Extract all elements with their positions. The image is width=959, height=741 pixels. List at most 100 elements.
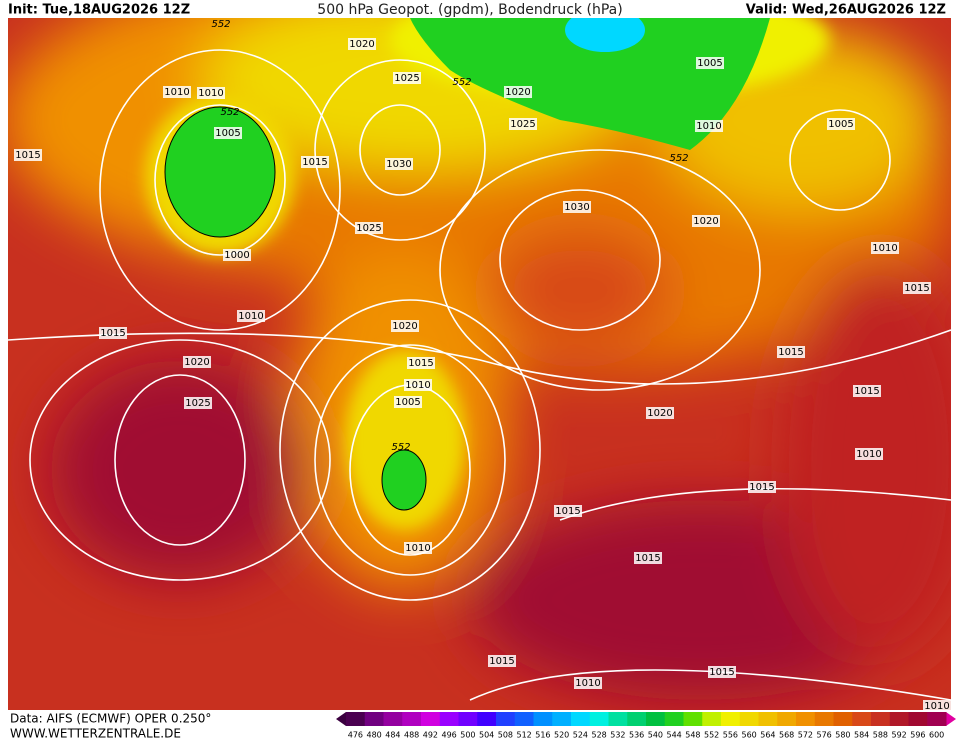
isobar-label-bg bbox=[509, 118, 537, 130]
colorbar-label: 500 bbox=[460, 731, 475, 740]
isobar-label-bg bbox=[855, 448, 883, 460]
isobar-label-bg bbox=[574, 677, 602, 689]
isobar-label-bg bbox=[163, 86, 191, 98]
isobar-label: 1030 bbox=[564, 202, 589, 213]
isobar-label-bg bbox=[692, 215, 720, 227]
isobar-label-bg bbox=[223, 249, 251, 261]
isobar-label-bg bbox=[394, 396, 422, 408]
isobar-label: 1010 bbox=[405, 543, 430, 554]
isobar-label: 1015 bbox=[489, 656, 514, 667]
isobar-label: 1015 bbox=[749, 482, 774, 493]
colorbar-label: 584 bbox=[854, 731, 869, 740]
colorbar-label: 588 bbox=[873, 731, 888, 740]
isobar-label: 1015 bbox=[904, 283, 929, 294]
isobar-label-bg bbox=[385, 158, 413, 170]
colorbar-swatch bbox=[346, 712, 366, 726]
colorbar-label: 572 bbox=[798, 731, 813, 740]
isobar-label-bg bbox=[391, 320, 419, 332]
isobar-label-bg bbox=[348, 38, 376, 50]
colorbar-label: 560 bbox=[741, 731, 756, 740]
geopotential-label: 552 bbox=[211, 19, 230, 30]
isobar-label: 1005 bbox=[395, 397, 420, 408]
data-source: Data: AIFS (ECMWF) OPER 0.250° bbox=[10, 712, 211, 726]
colorbar-swatch bbox=[796, 712, 816, 726]
isobar-label-bg bbox=[404, 542, 432, 554]
colorbar-arrow-right bbox=[946, 712, 956, 726]
isobar-label: 1015 bbox=[408, 358, 433, 369]
isobar-label: 1010 bbox=[696, 121, 721, 132]
colorbar-swatch bbox=[871, 712, 891, 726]
isobar-label: 1010 bbox=[872, 243, 897, 254]
isobar-label-bg bbox=[184, 397, 212, 409]
colorbar-swatch bbox=[758, 712, 778, 726]
colorbar-label: 508 bbox=[498, 731, 513, 740]
colorbar-swatch bbox=[721, 712, 741, 726]
colorbar-swatch bbox=[364, 712, 384, 726]
isobar-label-bg bbox=[197, 87, 225, 99]
colorbar-label: 484 bbox=[385, 731, 400, 740]
isobar-label: 1010 bbox=[575, 678, 600, 689]
colorbar-label: 548 bbox=[685, 731, 700, 740]
colorbar-label: 504 bbox=[479, 731, 494, 740]
isobar-label-bg bbox=[301, 156, 329, 168]
colorbar-swatch bbox=[927, 712, 947, 726]
isobar-label: 1010 bbox=[164, 87, 189, 98]
colorbar-swatch bbox=[439, 712, 459, 726]
colorbar-label: 576 bbox=[816, 731, 831, 740]
colorbar-swatch bbox=[402, 712, 422, 726]
isobar-label-bg bbox=[853, 385, 881, 397]
colorbar-label: 580 bbox=[835, 731, 850, 740]
isobar-label: 1025 bbox=[185, 398, 210, 409]
colorbar-swatch bbox=[608, 712, 628, 726]
isobar-label: 1030 bbox=[386, 159, 411, 170]
colorbar-label: 544 bbox=[666, 731, 681, 740]
colorbar-swatch bbox=[477, 712, 497, 726]
isobar-label: 1010 bbox=[924, 701, 949, 712]
valid-time: Valid: Wed,26AUG2026 12Z bbox=[746, 3, 946, 18]
isobar-label-bg bbox=[903, 282, 931, 294]
isobar-label: 1015 bbox=[709, 667, 734, 678]
isobar-label: 1010 bbox=[198, 88, 223, 99]
isobar-label-bg bbox=[871, 242, 899, 254]
isobar-label: 1015 bbox=[302, 157, 327, 168]
colorbar-label: 540 bbox=[648, 731, 663, 740]
isobar-label: 1015 bbox=[100, 328, 125, 339]
colorbar-swatch bbox=[739, 712, 759, 726]
isobar-label-bg bbox=[183, 356, 211, 368]
isobar-label: 1010 bbox=[238, 311, 263, 322]
colorbar-label: 520 bbox=[554, 731, 569, 740]
isobar-label-bg bbox=[748, 481, 776, 493]
isobar-label: 1015 bbox=[635, 553, 660, 564]
colorbar-label: 476 bbox=[348, 731, 363, 740]
colorbar-label: 536 bbox=[629, 731, 644, 740]
isobar-label-bg bbox=[14, 149, 42, 161]
init-time: Init: Tue,18AUG2026 12Z bbox=[8, 3, 190, 18]
colorbar-swatch bbox=[627, 712, 647, 726]
isobar-label-bg bbox=[407, 357, 435, 369]
colorbar-swatch bbox=[814, 712, 834, 726]
colorbar-label: 564 bbox=[760, 731, 775, 740]
isobar-label: 1010 bbox=[405, 380, 430, 391]
isobar-label-bg bbox=[237, 310, 265, 322]
isobar-label-bg bbox=[355, 222, 383, 234]
isobar-label: 1010 bbox=[856, 449, 881, 460]
colorbar-label: 552 bbox=[704, 731, 719, 740]
isobar-label: 1015 bbox=[555, 506, 580, 517]
isobar-label-bg bbox=[827, 118, 855, 130]
colorbar-label: 480 bbox=[366, 731, 381, 740]
isobar-label-bg bbox=[696, 57, 724, 69]
isobar-label-bg bbox=[777, 346, 805, 358]
isobar-label-bg bbox=[923, 700, 951, 712]
isobar-label: 1015 bbox=[854, 386, 879, 397]
isobar-label-bg bbox=[393, 72, 421, 84]
colorbar-label: 568 bbox=[779, 731, 794, 740]
colorbar-label: 496 bbox=[441, 731, 456, 740]
geopotential-label: 552 bbox=[452, 77, 471, 88]
colorbar-swatch bbox=[646, 712, 666, 726]
colorbar-label: 512 bbox=[516, 731, 531, 740]
colorbar-label: 600 bbox=[929, 731, 944, 740]
colorbar-swatch bbox=[664, 712, 684, 726]
colorbar-label: 592 bbox=[891, 731, 906, 740]
colorbar-label: 556 bbox=[723, 731, 738, 740]
